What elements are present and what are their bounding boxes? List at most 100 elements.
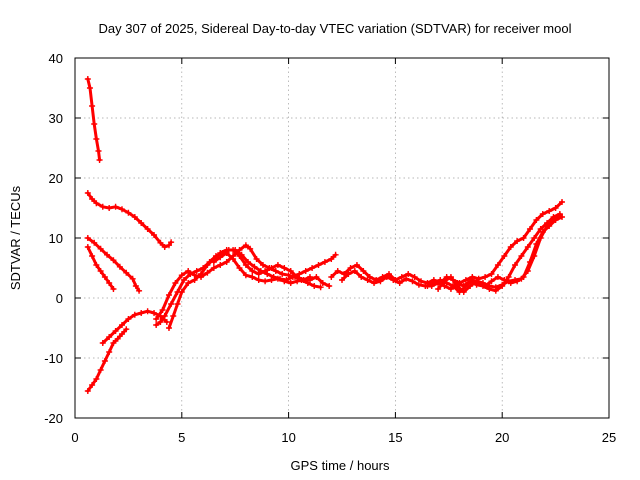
data-point	[437, 277, 444, 283]
data-point	[84, 76, 91, 82]
data-point	[512, 277, 519, 283]
data-point	[321, 259, 328, 265]
data-point	[358, 274, 365, 280]
data-point	[306, 274, 313, 280]
data-point	[180, 277, 187, 283]
data-point	[345, 271, 352, 277]
data-point	[398, 274, 405, 280]
data-point	[191, 277, 198, 283]
series-arc-3	[84, 235, 143, 294]
data-point	[482, 274, 489, 280]
data-point	[255, 277, 262, 283]
data-point	[110, 257, 117, 264]
data-point	[524, 244, 531, 250]
y-tick-label: 40	[49, 51, 63, 66]
data-point	[178, 289, 185, 295]
data-point	[488, 278, 495, 285]
data-point	[114, 335, 121, 342]
data-point	[161, 313, 168, 319]
data-point	[91, 121, 98, 127]
data-point	[520, 235, 527, 241]
data-point	[131, 214, 138, 220]
data-point	[217, 262, 224, 268]
data-point	[262, 268, 269, 274]
series-line	[86, 191, 173, 249]
data-point	[242, 262, 249, 268]
data-point	[430, 280, 437, 286]
data-point	[334, 268, 341, 274]
data-point	[110, 286, 117, 292]
series-line	[212, 251, 312, 285]
data-point	[144, 226, 151, 232]
series-arc-5	[84, 326, 130, 394]
data-point	[311, 283, 318, 289]
data-point	[118, 206, 125, 213]
data-point	[339, 277, 345, 283]
data-point	[371, 280, 378, 286]
data-point	[469, 277, 476, 283]
data-point	[170, 313, 177, 319]
data-point	[172, 280, 179, 286]
data-point	[165, 325, 172, 331]
data-point	[161, 244, 168, 250]
data-point	[104, 251, 111, 258]
data-point	[125, 209, 132, 216]
data-point	[95, 148, 102, 154]
data-point	[539, 211, 546, 217]
series-line	[436, 213, 562, 294]
data-point	[418, 278, 425, 285]
data-point	[165, 292, 172, 298]
data-point	[93, 136, 100, 142]
data-point	[116, 263, 123, 270]
series-line	[86, 236, 141, 293]
data-point	[144, 308, 151, 315]
x-tick-label: 25	[602, 430, 616, 445]
data-point	[157, 239, 164, 246]
data-point	[512, 262, 519, 268]
series-line	[154, 248, 338, 327]
data-point	[309, 265, 316, 271]
data-point	[332, 251, 339, 258]
series-line	[86, 77, 102, 162]
data-point	[447, 274, 454, 280]
data-point	[526, 226, 533, 232]
data-point	[217, 254, 224, 261]
data-point	[462, 277, 469, 283]
data-point	[118, 322, 125, 328]
data-point	[537, 235, 544, 241]
data-point	[315, 262, 322, 268]
data-point	[556, 212, 563, 219]
data-point	[274, 262, 281, 268]
data-point	[499, 281, 506, 288]
data-point	[518, 275, 525, 282]
data-point	[230, 256, 237, 262]
data-point	[168, 239, 175, 246]
data-point	[531, 235, 538, 241]
data-point	[112, 203, 119, 210]
data-point	[97, 268, 104, 274]
data-point	[223, 259, 230, 265]
series-arc-2	[84, 190, 175, 250]
data-point	[157, 319, 164, 325]
data-point	[101, 274, 108, 280]
y-tick-label: -10	[44, 351, 63, 366]
data-point	[174, 301, 181, 307]
data-point	[285, 272, 292, 279]
data-point	[93, 200, 100, 207]
data-point	[93, 262, 100, 268]
data-point	[390, 277, 397, 283]
data-point	[544, 223, 551, 229]
data-point	[204, 269, 211, 276]
axis-ticks: 0 5 10 15 20 25 -20 -10 0 10 20 30 40	[44, 51, 616, 445]
data-point	[531, 253, 538, 259]
data-point	[494, 262, 501, 268]
data-point	[364, 277, 371, 283]
data-point	[89, 196, 96, 202]
data-point	[242, 242, 249, 249]
grid	[75, 58, 609, 418]
data-point	[185, 268, 192, 274]
data-point	[424, 283, 431, 289]
data-point	[236, 265, 243, 271]
data-point	[550, 217, 557, 223]
data-point	[473, 278, 480, 285]
